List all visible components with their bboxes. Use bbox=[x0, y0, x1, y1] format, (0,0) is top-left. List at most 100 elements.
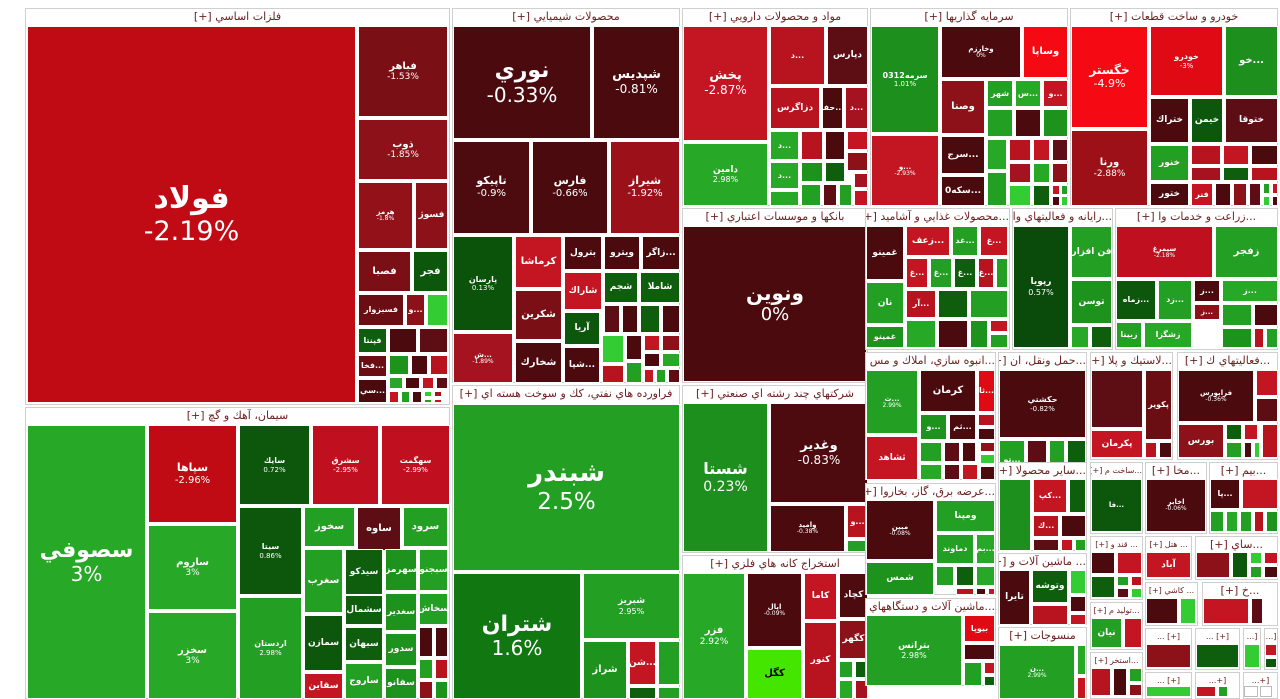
mosaic-tile[interactable] bbox=[1159, 442, 1172, 458]
stock-tile[interactable]: اخابر -0.06% bbox=[1146, 479, 1206, 532]
mosaic-tile[interactable] bbox=[1091, 552, 1115, 574]
mosaic-tile[interactable] bbox=[1222, 304, 1252, 326]
stock-tile[interactable]: شخارك bbox=[515, 342, 562, 383]
mosaic-tile[interactable] bbox=[847, 152, 868, 171]
mosaic-tile[interactable] bbox=[1263, 196, 1270, 206]
mosaic-tile[interactable] bbox=[1070, 596, 1086, 612]
stock-tile[interactable]: اردستان 2.98% bbox=[239, 597, 302, 699]
mosaic-tile[interactable] bbox=[1131, 588, 1142, 598]
mosaic-tile[interactable] bbox=[1061, 539, 1073, 551]
mosaic-tile[interactable] bbox=[1226, 442, 1242, 458]
mosaic-tile[interactable] bbox=[956, 588, 974, 595]
mosaic-tile[interactable] bbox=[990, 320, 1008, 332]
mosaic-tile[interactable] bbox=[411, 355, 428, 375]
stock-tile[interactable]: ويترو bbox=[604, 236, 640, 270]
mosaic-tile[interactable] bbox=[644, 353, 660, 367]
mosaic-tile[interactable] bbox=[419, 659, 433, 679]
stock-tile[interactable]: ختوقا bbox=[1225, 98, 1278, 143]
mosaic-tile[interactable] bbox=[602, 335, 624, 363]
mosaic-tile[interactable] bbox=[839, 661, 853, 678]
mosaic-tile[interactable] bbox=[1009, 185, 1031, 206]
stock-tile[interactable]: ...زد bbox=[1158, 280, 1192, 320]
mosaic-tile[interactable] bbox=[1117, 588, 1129, 598]
sector-header[interactable]: ... ماشين آلات و [+] bbox=[999, 554, 1086, 570]
stock-tile[interactable]: سايك 0.72% bbox=[239, 425, 310, 505]
stock-tile[interactable]: ...غ bbox=[930, 258, 952, 288]
stock-tile[interactable]: سرمه0312 1.01% bbox=[871, 26, 939, 133]
mosaic-tile[interactable] bbox=[424, 399, 432, 403]
stock-tile[interactable]: پكرمان bbox=[1091, 430, 1143, 458]
mosaic-tile[interactable] bbox=[825, 162, 845, 182]
stock-tile[interactable]: سهرمز bbox=[385, 549, 417, 591]
stock-tile[interactable]: سخوز bbox=[304, 507, 355, 547]
stock-tile[interactable]: دپارس bbox=[827, 26, 868, 85]
stock-tile[interactable]: نوري -0.33% bbox=[453, 26, 591, 139]
stock-tile[interactable]: كگهر bbox=[839, 620, 868, 659]
mosaic-tile[interactable] bbox=[1091, 668, 1111, 696]
stock-tile[interactable]: ...غ bbox=[978, 258, 994, 288]
mosaic-tile[interactable] bbox=[801, 184, 821, 206]
mosaic-tile[interactable] bbox=[999, 479, 1031, 551]
stock-tile[interactable]: سقاين bbox=[304, 673, 343, 699]
stock-tile[interactable]: ...سكه0 bbox=[941, 176, 985, 206]
stock-tile[interactable]: ...ثا bbox=[978, 370, 995, 412]
mosaic-tile[interactable] bbox=[920, 464, 942, 480]
stock-tile[interactable]: ...بم bbox=[976, 534, 995, 564]
mosaic-tile[interactable] bbox=[996, 258, 1008, 288]
stock-tile[interactable]: ختراك bbox=[1150, 98, 1189, 143]
mosaic-tile[interactable] bbox=[1226, 511, 1238, 532]
stock-tile[interactable]: كاما bbox=[804, 573, 837, 620]
stock-tile[interactable]: سصوفي 3% bbox=[27, 425, 146, 699]
stock-tile[interactable]: وصنا bbox=[941, 80, 985, 134]
stock-tile[interactable]: وتوشه bbox=[1032, 570, 1068, 603]
mosaic-tile[interactable] bbox=[644, 369, 654, 383]
stock-tile[interactable]: كنور bbox=[804, 622, 837, 699]
mosaic-tile[interactable] bbox=[1244, 442, 1252, 458]
mosaic-tile[interactable] bbox=[1272, 196, 1278, 206]
stock-tile[interactable]: ...آر bbox=[906, 290, 936, 318]
sector-header[interactable]: ...حمل ونقل، ان [+] bbox=[999, 353, 1086, 369]
mosaic-tile[interactable] bbox=[854, 190, 868, 206]
mosaic-tile[interactable] bbox=[801, 162, 823, 182]
mosaic-tile[interactable] bbox=[970, 320, 988, 348]
stock-tile[interactable]: فجر bbox=[413, 251, 448, 292]
mosaic-tile[interactable] bbox=[1146, 598, 1178, 624]
mosaic-tile[interactable] bbox=[1244, 424, 1258, 440]
mosaic-tile[interactable] bbox=[1203, 598, 1249, 624]
mosaic-tile[interactable] bbox=[1250, 566, 1262, 578]
stock-tile[interactable]: شبريز 2.95% bbox=[583, 573, 680, 639]
mosaic-tile[interactable] bbox=[847, 131, 868, 150]
stock-tile[interactable]: كرمان bbox=[920, 370, 976, 412]
stock-tile[interactable]: ...شن bbox=[629, 641, 656, 685]
mosaic-tile[interactable] bbox=[1146, 644, 1191, 668]
mosaic-tile[interactable] bbox=[434, 399, 442, 403]
stock-tile[interactable]: شراز bbox=[583, 641, 627, 699]
stock-tile[interactable]: ساوه bbox=[357, 507, 401, 551]
stock-tile[interactable]: كگل bbox=[747, 649, 802, 699]
mosaic-tile[interactable] bbox=[920, 442, 942, 462]
stock-tile[interactable]: كرماشا bbox=[515, 236, 562, 288]
stock-tile[interactable]: آريا bbox=[564, 312, 600, 345]
sector-header[interactable]: [+] ... bbox=[1196, 629, 1239, 645]
mosaic-tile[interactable] bbox=[662, 335, 680, 351]
stock-tile[interactable]: شپديس -0.81% bbox=[593, 26, 680, 139]
stock-tile[interactable]: خنور bbox=[1150, 145, 1189, 181]
sector-header[interactable]: ...سایر محصولا [+] bbox=[999, 463, 1086, 479]
mosaic-tile[interactable] bbox=[662, 353, 680, 367]
stock-tile[interactable]: ...د bbox=[770, 162, 799, 189]
mosaic-tile[interactable] bbox=[1070, 570, 1086, 594]
mosaic-tile[interactable] bbox=[1091, 326, 1112, 348]
mosaic-tile[interactable] bbox=[1191, 145, 1221, 165]
mosaic-tile[interactable] bbox=[424, 391, 432, 397]
mosaic-tile[interactable] bbox=[662, 305, 680, 333]
stock-tile[interactable]: سخزر 3% bbox=[148, 612, 237, 699]
stock-tile[interactable]: نان bbox=[866, 282, 904, 324]
mosaic-tile[interactable] bbox=[658, 641, 680, 685]
stock-tile[interactable]: ومپنا bbox=[936, 500, 995, 532]
stock-tile[interactable]: ...غ bbox=[980, 226, 1008, 256]
stock-tile[interactable]: بيوپا bbox=[964, 615, 995, 642]
stock-tile[interactable]: سرود bbox=[403, 507, 448, 547]
stock-tile[interactable]: دماوند bbox=[936, 534, 974, 564]
stock-tile[interactable]: غمينو bbox=[866, 326, 904, 348]
stock-tile[interactable]: ...ش -1.89% bbox=[453, 333, 513, 383]
